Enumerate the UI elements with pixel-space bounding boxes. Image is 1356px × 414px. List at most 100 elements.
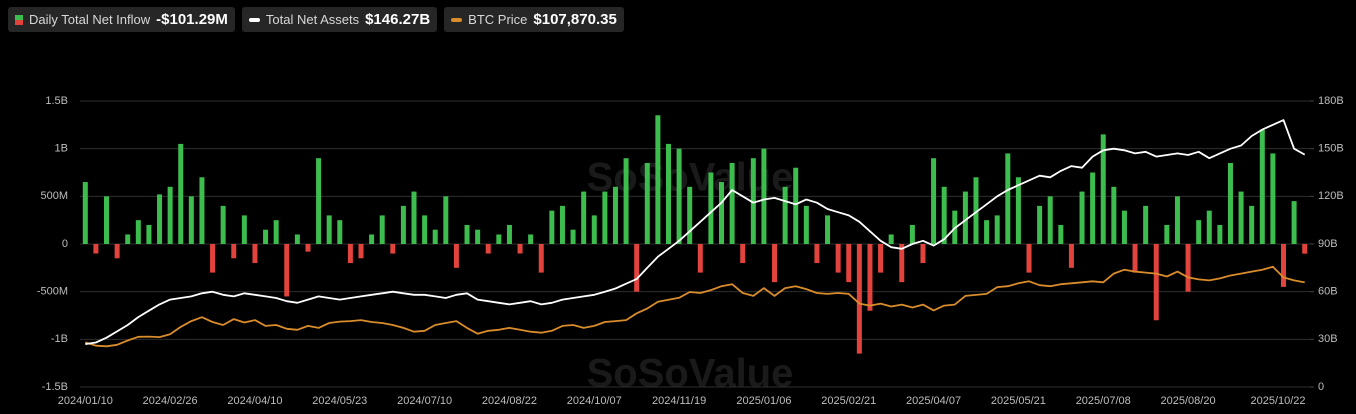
bar <box>835 244 841 273</box>
x-tick-label: 2025/07/08 <box>1076 395 1131 407</box>
bar <box>167 186 173 244</box>
bar <box>432 229 438 244</box>
bar <box>899 244 905 283</box>
bar <box>867 244 873 311</box>
bar <box>814 244 820 264</box>
bar <box>719 182 725 244</box>
x-tick-label: 2025/01/06 <box>736 395 791 407</box>
bar <box>973 177 979 244</box>
bar <box>623 158 629 244</box>
bar <box>1058 224 1064 244</box>
bar <box>114 244 120 259</box>
line <box>85 265 1305 348</box>
bar <box>347 244 353 264</box>
bar <box>1238 191 1244 244</box>
bar <box>337 220 343 244</box>
legend-item[interactable]: Daily Total Net Inflow -$101.29M <box>8 7 235 32</box>
bar <box>1185 244 1191 292</box>
bar <box>1015 177 1021 244</box>
bar <box>538 244 544 273</box>
legend-value: -$101.29M <box>156 11 228 28</box>
bar <box>316 158 322 244</box>
bar <box>369 234 375 244</box>
bar <box>931 158 937 244</box>
bar <box>1302 244 1308 254</box>
y2-tick-label: 90B <box>1318 238 1338 250</box>
x-tick-label: 2024/02/26 <box>143 395 198 407</box>
bar <box>708 172 714 244</box>
bar <box>750 158 756 244</box>
bar <box>793 167 799 244</box>
y-tick-label: 1B <box>55 143 68 155</box>
bar <box>1132 244 1138 273</box>
bar <box>1079 191 1085 244</box>
bar <box>1270 153 1276 244</box>
bar <box>941 186 947 244</box>
bar <box>263 229 269 244</box>
bar <box>1227 162 1233 244</box>
y2-tick-label: 180B <box>1318 95 1344 107</box>
bar <box>443 196 449 244</box>
bar <box>1280 244 1286 287</box>
bar <box>379 215 385 244</box>
x-tick-label: 2025/02/21 <box>821 395 876 407</box>
legend-icon <box>248 17 260 22</box>
x-tick-label: 2024/01/10 <box>58 395 113 407</box>
bar <box>1121 210 1127 244</box>
bar <box>1196 220 1202 244</box>
bar <box>178 143 184 244</box>
legend-label: BTC Price <box>468 12 528 27</box>
legend-item[interactable]: BTC Price $107,870.35 <box>444 7 624 32</box>
bar <box>210 244 216 273</box>
bar <box>1249 205 1255 244</box>
bar <box>1206 210 1212 244</box>
bar <box>1090 172 1096 244</box>
bar <box>294 234 300 244</box>
bar <box>305 244 311 252</box>
bar <box>570 229 576 244</box>
legend-item[interactable]: Total Net Assets $146.27B <box>241 7 438 32</box>
bar <box>231 244 237 259</box>
bar <box>146 224 152 244</box>
bar <box>687 186 693 244</box>
bar <box>803 205 809 244</box>
bar <box>782 186 788 244</box>
bar <box>1143 205 1149 244</box>
y2-tick-label: 150B <box>1318 143 1344 155</box>
bar <box>1259 129 1265 244</box>
y-tick-label: -1.5B <box>42 381 68 393</box>
bar <box>559 205 565 244</box>
bar <box>846 244 852 283</box>
bar <box>634 244 640 292</box>
x-tick-label: 2024/11/19 <box>652 395 706 407</box>
bar <box>1153 244 1159 321</box>
legend-label: Total Net Assets <box>265 12 360 27</box>
bar <box>1174 196 1180 244</box>
bar <box>1164 224 1170 244</box>
bar <box>655 115 661 244</box>
x-tick-label: 2024/04/10 <box>227 395 282 407</box>
bar <box>485 244 491 254</box>
bar <box>697 244 703 273</box>
bar <box>93 244 99 254</box>
bar <box>220 205 226 244</box>
bar <box>1111 186 1117 244</box>
x-tick-label: 2024/08/22 <box>482 395 537 407</box>
bar <box>273 220 279 244</box>
bar <box>772 244 778 283</box>
bar <box>825 215 831 244</box>
bar <box>591 215 597 244</box>
bar <box>252 244 258 264</box>
x-tick-label: 2024/10/07 <box>567 395 622 407</box>
legend-icon <box>15 14 23 25</box>
bar <box>644 162 650 244</box>
x-tick-label: 2024/05/23 <box>312 395 367 407</box>
bar <box>878 244 884 273</box>
bar <box>496 234 502 244</box>
bar <box>856 244 862 354</box>
bar <box>135 220 141 244</box>
x-tick-label: 2025/05/21 <box>991 395 1046 407</box>
bar <box>612 186 618 244</box>
